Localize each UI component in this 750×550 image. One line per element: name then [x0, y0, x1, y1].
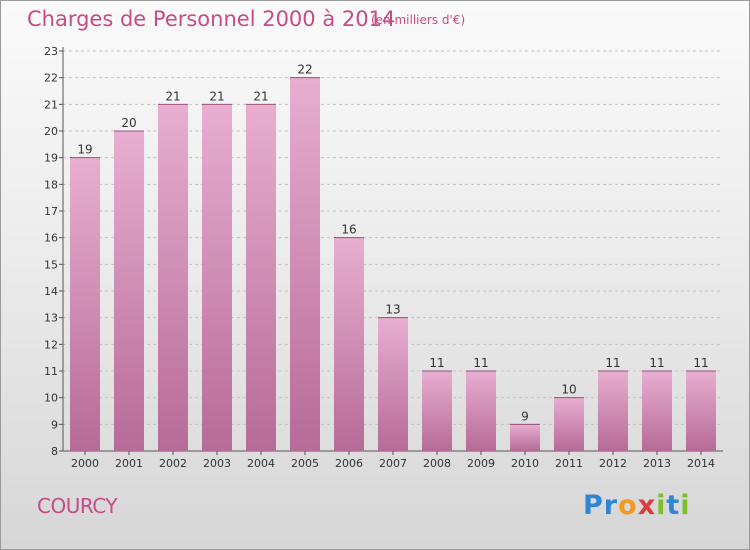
bar [554, 397, 584, 451]
data-labels: 19 20 21 21 21 22 16 13 11 11 9 10 11 11 11 [77, 63, 708, 424]
logo-letter: x [637, 490, 657, 521]
y-tick-label: 16 [44, 232, 58, 245]
bar [510, 424, 540, 451]
proxiti-logo: Proxiti [583, 490, 691, 521]
y-tick-label: 18 [44, 178, 58, 191]
bar [202, 104, 232, 451]
bar [334, 237, 364, 451]
x-tick-label: 2013 [643, 457, 671, 470]
bar [466, 371, 496, 451]
y-tick-label: 20 [44, 125, 58, 138]
y-tick-label: 19 [44, 152, 58, 165]
data-label: 11 [649, 356, 664, 370]
axes: 8 9 10 11 12 13 14 15 16 17 18 19 20 21 22 23 2000 2001 20… [44, 45, 723, 470]
x-tick-label: 2011 [555, 457, 583, 470]
y-tick-label: 17 [44, 205, 58, 218]
x-tick-label: 2006 [335, 457, 363, 470]
data-label: 11 [605, 356, 620, 370]
data-label: 21 [165, 89, 180, 103]
chart-title: Charges de Personnel 2000 à 2014 [27, 7, 396, 31]
logo-letter: o [618, 490, 638, 521]
x-tick-label: 2009 [467, 457, 495, 470]
data-label: 20 [121, 116, 136, 130]
bar [70, 157, 100, 451]
data-label: 13 [385, 303, 400, 317]
y-tick-label: 9 [51, 418, 58, 431]
data-label: 10 [561, 383, 576, 397]
x-tick-label: 2000 [71, 457, 99, 470]
x-tick-label: 2003 [203, 457, 231, 470]
logo-letter: t [666, 490, 681, 521]
data-label: 11 [693, 356, 708, 370]
bar [686, 371, 716, 451]
bars [70, 77, 716, 452]
data-label: 19 [77, 143, 92, 157]
data-label: 9 [521, 409, 529, 423]
bar [114, 131, 144, 451]
bar [422, 371, 452, 451]
logo-letter: i [680, 490, 691, 521]
data-label: 22 [297, 63, 312, 77]
x-tick-label: 2004 [247, 457, 275, 470]
x-tick-label: 2007 [379, 457, 407, 470]
logo-letter: P [583, 490, 604, 521]
logo-letter: i [656, 490, 667, 521]
x-tick-label: 2014 [687, 457, 715, 470]
bar [290, 77, 320, 452]
y-tick-label: 23 [44, 45, 58, 58]
data-label: 21 [253, 89, 268, 103]
y-tick-label: 21 [44, 98, 58, 111]
x-tick-label: 2008 [423, 457, 451, 470]
x-tick-label: 2001 [115, 457, 143, 470]
y-tick-label: 12 [44, 338, 58, 351]
data-label: 11 [429, 356, 444, 370]
bar [598, 371, 628, 451]
data-label: 21 [209, 89, 224, 103]
commune-name: COURCY [37, 494, 118, 518]
bar [378, 317, 408, 451]
y-tick-label: 22 [44, 72, 58, 85]
y-tick-label: 8 [51, 445, 58, 458]
x-tick-label: 2002 [159, 457, 187, 470]
y-tick-label: 15 [44, 258, 58, 271]
y-tick-label: 10 [44, 392, 58, 405]
bar [158, 104, 188, 451]
y-tick-label: 13 [44, 312, 58, 325]
bar [642, 371, 672, 451]
bar [246, 104, 276, 451]
data-label: 16 [341, 223, 356, 237]
x-tick-label: 2010 [511, 457, 539, 470]
y-tick-label: 11 [44, 365, 58, 378]
y-tick-label: 14 [44, 285, 58, 298]
data-label: 11 [473, 356, 488, 370]
x-tick-label: 2005 [291, 457, 319, 470]
chart-subtitle: (en milliers d'€) [371, 13, 466, 27]
x-tick-label: 2012 [599, 457, 627, 470]
logo-letter: r [603, 490, 619, 521]
